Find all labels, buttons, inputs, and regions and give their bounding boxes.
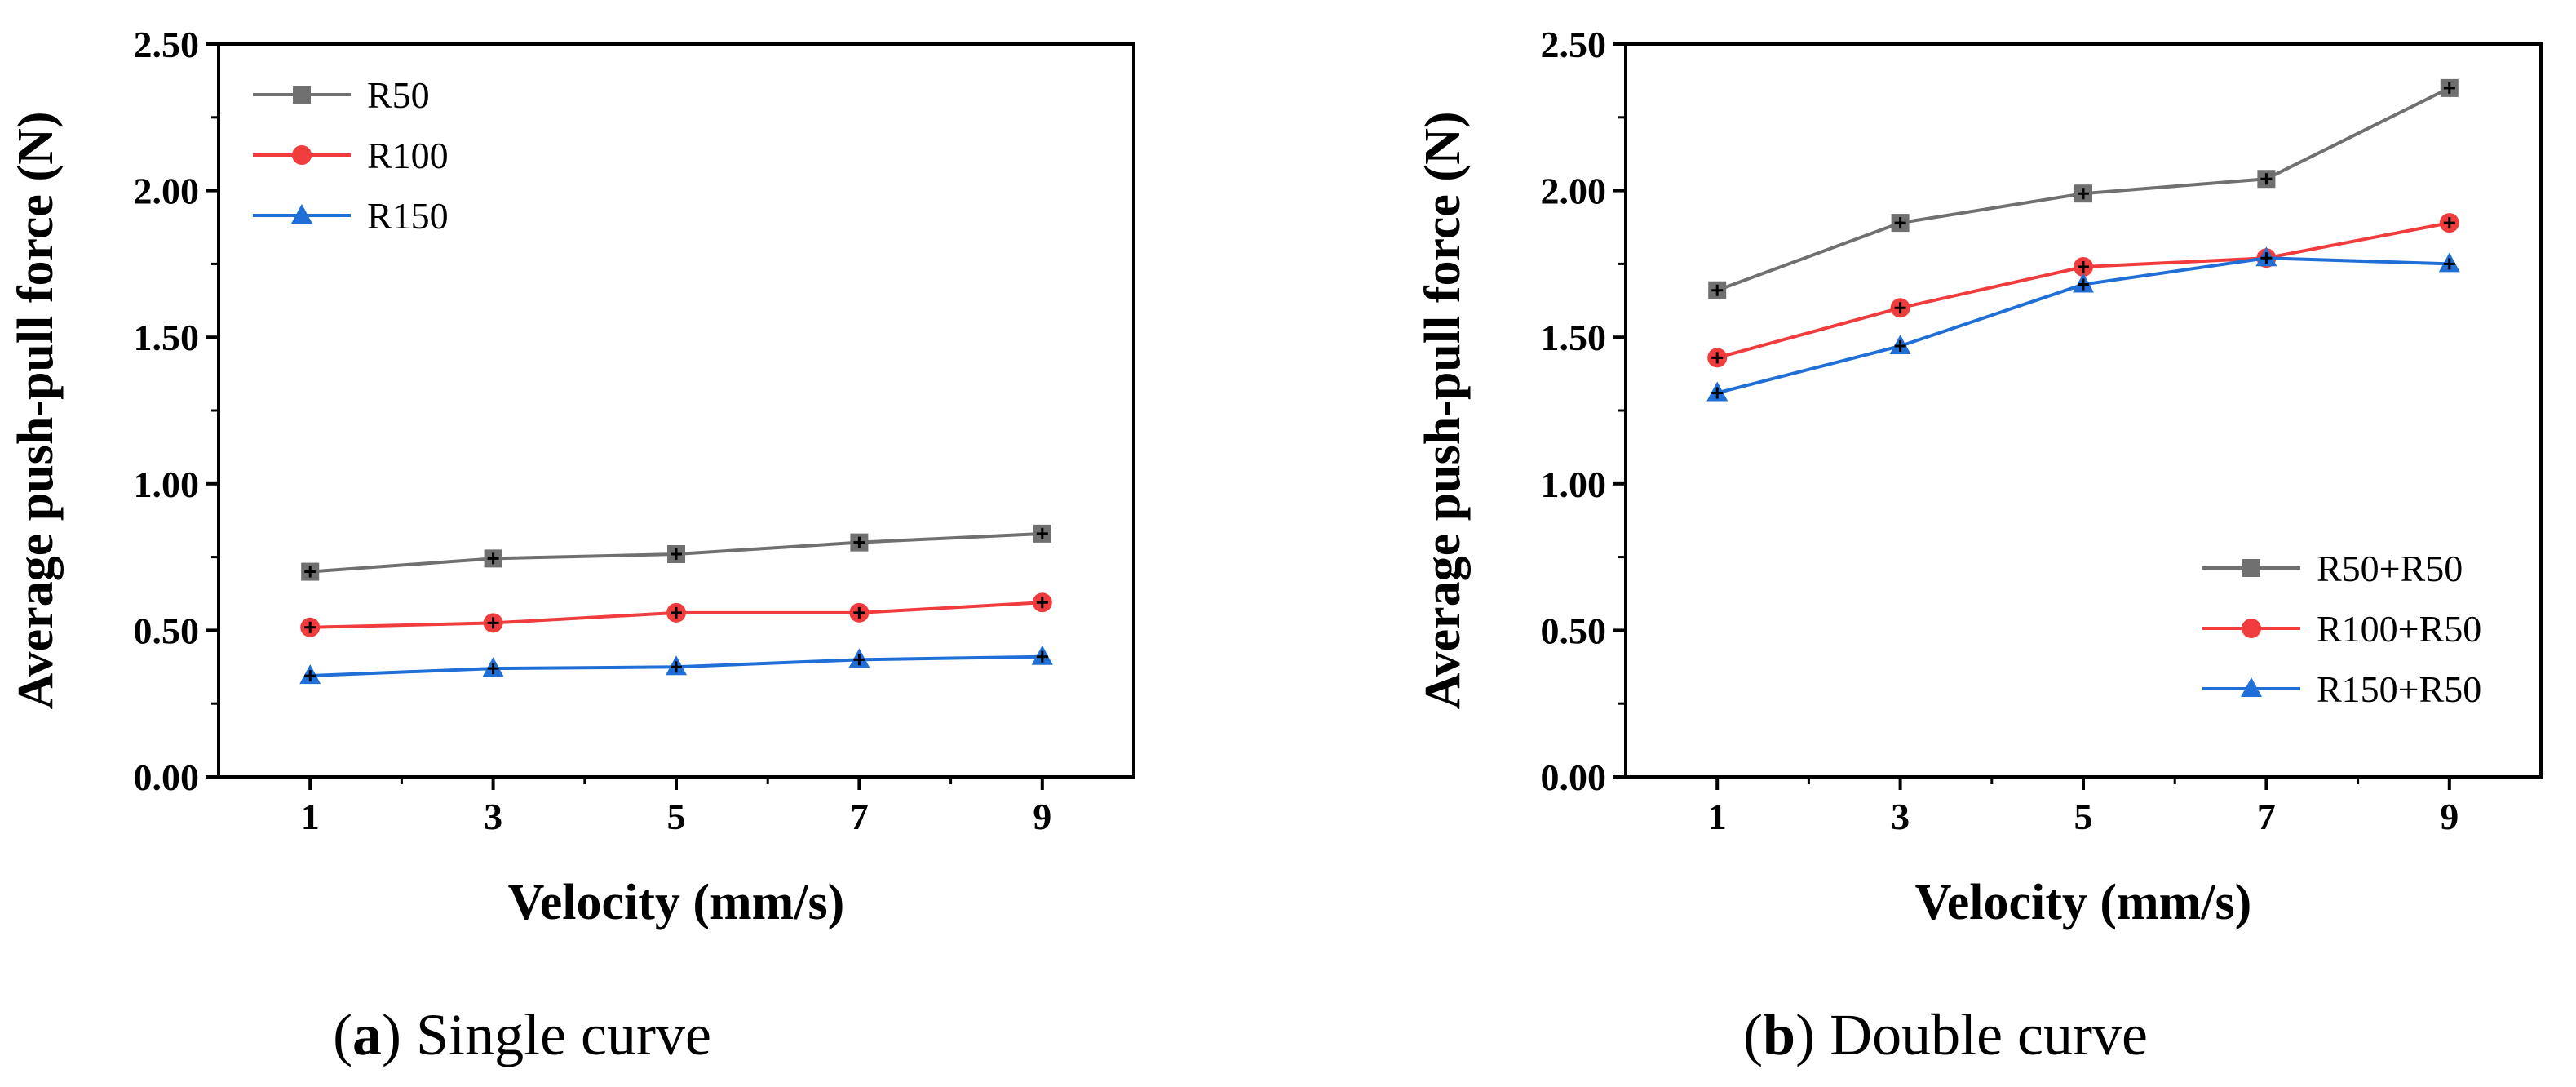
x-tick-label: 1 [301,796,320,837]
legend-entry: R50 [253,74,430,116]
y-tick-label: 2.00 [134,171,200,212]
point-cross [2078,188,2089,200]
x-tick-label: 1 [1708,796,1727,837]
point-cross [1894,339,1906,352]
series-r100 [300,592,1052,637]
point-cross [1036,527,1048,539]
point-cross [487,552,499,565]
y-axis-title: Average push-pull force (N) [1415,111,1471,709]
series-r150 [299,645,1053,685]
chart-a-single-curve: 0.00 0.50 1.00 1.50 2.00 2.50 1 3 5 7 9 Velocity (m… [8,24,1135,930]
legend-marker [2241,677,2262,697]
legend-marker [291,204,312,224]
point-cross [2260,173,2273,185]
legend-entry: R150+R50 [2202,668,2481,710]
point-cross [853,606,865,619]
point-cross [1894,302,1906,314]
x-axis-title: Velocity (mm/s) [1915,875,2252,930]
x-tick-label: 5 [2074,796,2093,837]
legend-label: R50+R50 [2317,548,2463,589]
point-cross [671,661,682,673]
legend-label: R100+R50 [2317,608,2481,650]
x-tick-label: 9 [1033,796,1051,837]
y-tick-label: 0.00 [134,756,200,798]
point-cross [304,621,316,633]
y-tick-label: 1.00 [1541,464,1607,505]
legend-marker [2242,559,2260,577]
y-tick-label: 0.50 [134,610,200,651]
caption-b: (b) Double curve [1743,1002,2148,1067]
legend-label: R50 [367,74,430,116]
legend-marker [2242,619,2261,638]
x-axis-title: Velocity (mm/s) [508,875,845,930]
point-cross [853,536,865,548]
y-tick-label: 0.00 [1541,756,1607,798]
legend-entry: R100 [253,135,449,176]
point-cross [1711,284,1724,296]
y-tick-label: 1.50 [134,317,200,358]
plot-frame [1624,42,2543,779]
point-cross [487,617,499,629]
x-tick-label: 5 [667,796,686,837]
series-r150-r50 [1706,246,2460,402]
point-cross [2078,260,2089,273]
point-cross [487,663,499,675]
y-tick-label: 2.50 [1541,24,1607,65]
legend-entry: R50+R50 [2202,548,2463,589]
legend-marker [293,86,311,104]
y-axis-title: Average push-pull force (N) [8,111,64,709]
point-cross [671,548,682,561]
legend-label: R100 [367,135,449,176]
point-cross [1894,217,1906,229]
legend-label: R150 [367,195,449,237]
y-tick-label: 2.00 [1541,171,1607,212]
legend-entry: R150 [253,195,449,237]
x-tick-label: 7 [850,796,869,837]
y-tick-label: 2.50 [134,24,200,65]
y-tick-label: 1.50 [1541,317,1607,358]
point-cross [1036,597,1048,609]
point-cross [2078,278,2089,291]
point-cross [2443,217,2455,229]
point-cross [304,566,316,578]
point-cross [2443,258,2455,270]
x-tick-label: 9 [2440,796,2459,837]
point-cross [1711,352,1724,364]
point-cross [671,606,682,619]
series-r50 [301,524,1051,581]
point-cross [2443,82,2455,94]
legend-entry: R100+R50 [2202,608,2481,650]
caption-a: (a) Single curve [333,1002,711,1067]
point-cross [304,670,316,682]
point-cross [2260,252,2273,264]
point-cross [853,654,865,666]
legend-label: R150+R50 [2317,668,2481,710]
series-r50-r50 [1708,78,2459,299]
y-tick-label: 0.50 [1541,610,1607,651]
x-tick-label: 7 [2257,796,2276,837]
chart-b-double-curve: 0.00 0.50 1.00 1.50 2.00 2.50 1 3 5 7 9 Velocity (m… [1415,24,2543,930]
point-cross [1036,650,1048,663]
legend-marker [292,145,312,165]
y-tick-label: 1.00 [134,464,200,505]
x-tick-label: 3 [1891,796,1910,837]
x-tick-label: 3 [484,796,502,837]
point-cross [1711,387,1724,399]
